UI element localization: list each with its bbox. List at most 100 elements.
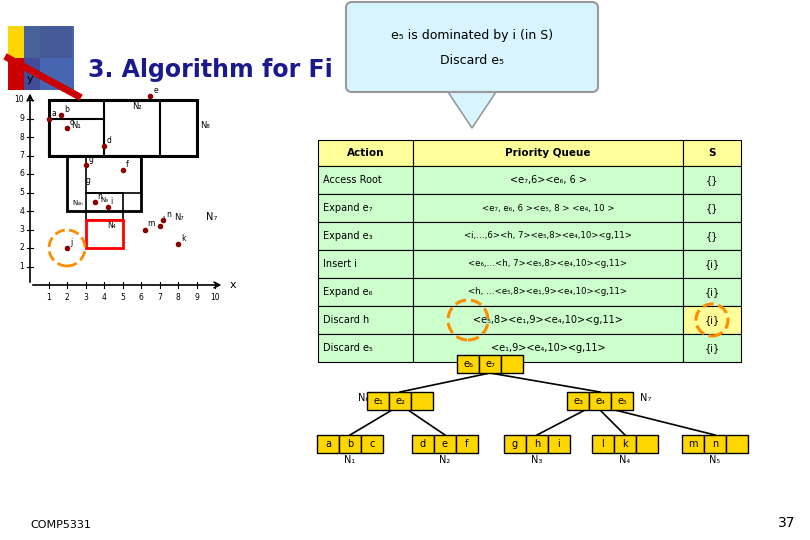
FancyBboxPatch shape xyxy=(567,392,589,410)
FancyBboxPatch shape xyxy=(413,166,683,194)
Text: 10: 10 xyxy=(15,96,24,105)
FancyBboxPatch shape xyxy=(412,435,434,453)
Text: e₅: e₅ xyxy=(617,396,627,406)
Text: h: h xyxy=(98,192,103,201)
FancyBboxPatch shape xyxy=(413,140,683,166)
Text: n: n xyxy=(166,210,171,219)
Text: 4: 4 xyxy=(101,293,106,302)
Text: j: j xyxy=(70,238,72,247)
Text: a: a xyxy=(325,439,331,449)
Text: d: d xyxy=(107,136,112,145)
Text: <i,…,6><h, 7><e₅,8><e₄,10><g,11>: <i,…,6><h, 7><e₅,8><e₄,10><g,11> xyxy=(464,232,632,240)
Text: c: c xyxy=(70,118,75,127)
Text: Action: Action xyxy=(347,148,384,158)
FancyBboxPatch shape xyxy=(457,355,479,373)
FancyBboxPatch shape xyxy=(318,278,413,306)
Text: e₂: e₂ xyxy=(395,396,405,406)
Text: m: m xyxy=(147,219,155,228)
FancyBboxPatch shape xyxy=(346,2,598,92)
FancyBboxPatch shape xyxy=(339,435,361,453)
FancyBboxPatch shape xyxy=(683,334,741,362)
Text: N₁: N₁ xyxy=(344,455,356,465)
Text: e₄: e₄ xyxy=(595,396,605,406)
Text: Access Root: Access Root xyxy=(323,175,382,185)
Text: b: b xyxy=(65,105,70,114)
Text: a: a xyxy=(52,109,56,118)
Text: i: i xyxy=(111,197,113,206)
Text: 2: 2 xyxy=(65,293,70,302)
Text: 1: 1 xyxy=(19,262,24,271)
Text: <e₅,8><e₁,9><e₄,10><g,11>: <e₅,8><e₁,9><e₄,10><g,11> xyxy=(473,315,623,325)
FancyBboxPatch shape xyxy=(24,26,74,90)
Text: b: b xyxy=(347,439,353,449)
Text: {}: {} xyxy=(706,231,718,241)
Text: N₃ₕ: N₃ₕ xyxy=(73,200,83,206)
FancyBboxPatch shape xyxy=(704,435,726,453)
Text: d: d xyxy=(420,439,426,449)
Text: 8: 8 xyxy=(19,132,24,141)
Text: N₇: N₇ xyxy=(640,393,651,403)
Text: g: g xyxy=(512,439,518,449)
Text: 37: 37 xyxy=(778,516,795,530)
Text: {}: {} xyxy=(706,175,718,185)
FancyBboxPatch shape xyxy=(683,250,741,278)
FancyBboxPatch shape xyxy=(413,278,683,306)
FancyBboxPatch shape xyxy=(589,392,611,410)
Text: N₃: N₃ xyxy=(531,455,543,465)
Text: g: g xyxy=(88,155,93,164)
FancyBboxPatch shape xyxy=(683,306,741,334)
Text: Discard e₅: Discard e₅ xyxy=(323,343,373,353)
Text: x: x xyxy=(230,280,237,290)
Text: N₇: N₇ xyxy=(206,212,217,222)
Text: y: y xyxy=(27,73,33,84)
Text: i: i xyxy=(557,439,561,449)
Text: N₁: N₁ xyxy=(70,121,80,130)
FancyBboxPatch shape xyxy=(683,194,741,222)
Text: N₄: N₄ xyxy=(620,455,631,465)
FancyBboxPatch shape xyxy=(361,435,383,453)
FancyBboxPatch shape xyxy=(8,26,40,58)
Text: 4: 4 xyxy=(19,206,24,215)
Text: 9: 9 xyxy=(19,114,24,123)
Text: Discard e₅: Discard e₅ xyxy=(440,53,504,66)
FancyBboxPatch shape xyxy=(413,222,683,250)
FancyBboxPatch shape xyxy=(318,306,413,334)
FancyBboxPatch shape xyxy=(413,306,683,334)
FancyBboxPatch shape xyxy=(8,58,40,90)
Text: N₈: N₈ xyxy=(200,121,210,130)
Text: N₃: N₃ xyxy=(100,197,109,202)
Text: k: k xyxy=(181,234,185,244)
FancyBboxPatch shape xyxy=(389,392,411,410)
Text: k: k xyxy=(622,439,628,449)
FancyBboxPatch shape xyxy=(318,166,413,194)
Text: 1: 1 xyxy=(46,293,51,302)
Text: e: e xyxy=(153,86,158,95)
Text: 3. Algorithm for Fi        Skylines: 3. Algorithm for Fi Skylines xyxy=(88,58,510,82)
Text: <e₁,9><e₄,10><g,11>: <e₁,9><e₄,10><g,11> xyxy=(491,343,605,353)
Text: n: n xyxy=(712,439,718,449)
Text: N₄: N₄ xyxy=(108,221,117,230)
FancyBboxPatch shape xyxy=(456,435,478,453)
Text: N₂: N₂ xyxy=(439,455,450,465)
FancyBboxPatch shape xyxy=(479,355,501,373)
Text: 6: 6 xyxy=(139,293,143,302)
Text: l: l xyxy=(163,216,164,225)
FancyBboxPatch shape xyxy=(683,140,741,166)
Text: 7: 7 xyxy=(157,293,162,302)
FancyBboxPatch shape xyxy=(367,392,389,410)
Text: 3: 3 xyxy=(19,225,24,234)
Text: 6: 6 xyxy=(19,170,24,179)
FancyBboxPatch shape xyxy=(318,194,413,222)
Text: 10: 10 xyxy=(210,293,220,302)
FancyBboxPatch shape xyxy=(504,435,526,453)
Text: e₅ is dominated by i (in S): e₅ is dominated by i (in S) xyxy=(391,30,553,43)
Text: l: l xyxy=(602,439,604,449)
Text: c: c xyxy=(369,439,375,449)
FancyBboxPatch shape xyxy=(413,194,683,222)
Text: e: e xyxy=(442,439,448,449)
Text: 2: 2 xyxy=(19,244,24,253)
Text: f: f xyxy=(126,160,128,170)
Text: Expand e₇: Expand e₇ xyxy=(323,203,373,213)
Text: <h, …<e₅,8><e₁,9><e₄,10><g,11>: <h, …<e₅,8><e₁,9><e₄,10><g,11> xyxy=(468,287,628,296)
Text: N₆: N₆ xyxy=(358,393,369,403)
